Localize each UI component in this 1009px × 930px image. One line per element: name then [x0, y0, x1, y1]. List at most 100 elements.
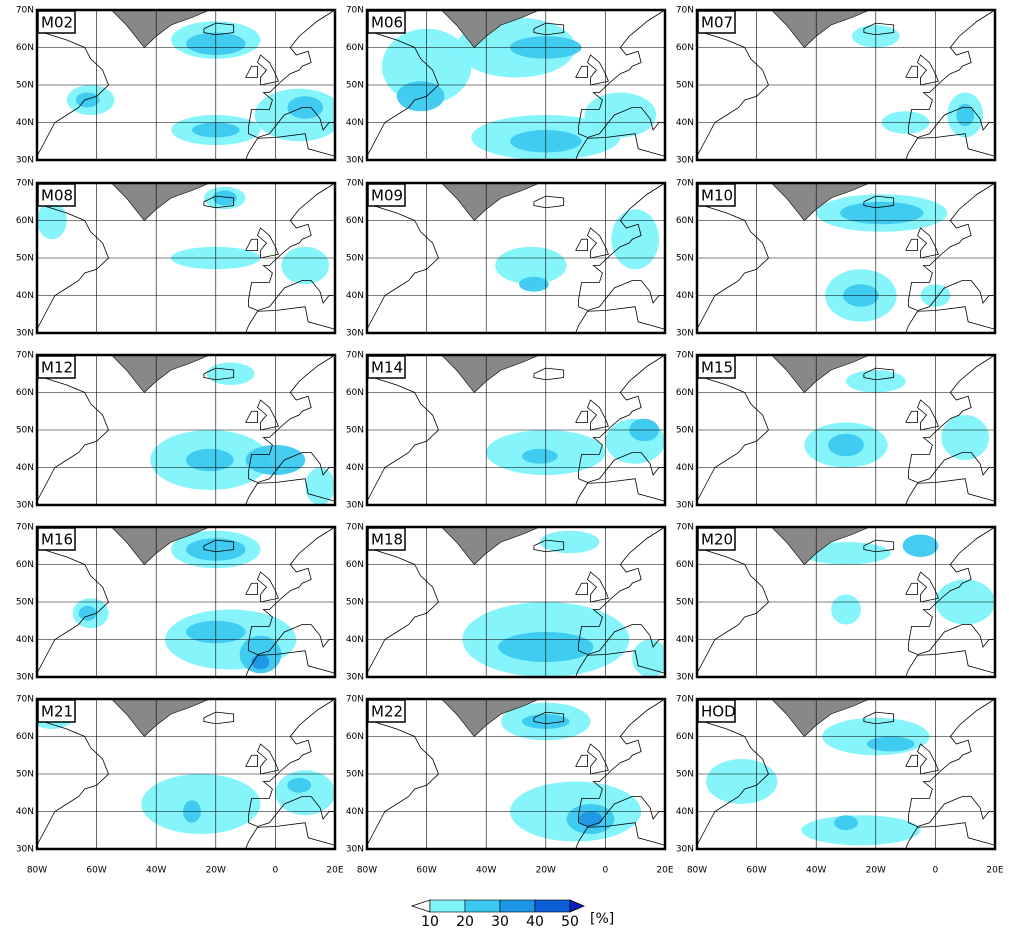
shading [141, 774, 261, 834]
lat-tick-label: 40N [16, 118, 34, 128]
map-panel [37, 10, 335, 160]
shading [206, 362, 255, 385]
lat-tick-label: 70N [346, 695, 364, 705]
greenland [441, 183, 540, 221]
colorbar-segment [429, 899, 466, 913]
lat-tick-label: 30N [16, 845, 34, 855]
lat-tick-label: 30N [676, 329, 694, 339]
panel-frame [695, 8, 997, 162]
colorbar-label: 10 [421, 914, 439, 930]
panel-label: M06 [371, 14, 403, 32]
panel-frame [35, 8, 337, 162]
lat-tick-label: 60N [346, 388, 364, 398]
lat-tick-label: 50N [16, 426, 34, 436]
coastline [908, 699, 995, 827]
lat-tick-label: 50N [676, 254, 694, 264]
lat-tick-label: 70N [676, 695, 694, 705]
panel-frame [35, 525, 337, 679]
coastline [905, 306, 995, 333]
lon-tick-label: 60W [416, 866, 436, 876]
coastline [245, 822, 335, 849]
panel-frame [365, 353, 667, 507]
panel-label: M15 [701, 359, 733, 377]
coastline [248, 699, 335, 827]
panel-frame [365, 181, 667, 335]
lat-tick-label: 40N [346, 807, 364, 817]
lat-tick-label: 40N [676, 291, 694, 301]
panel-label: M12 [41, 359, 73, 377]
panel-frame [695, 181, 997, 335]
panel-label: M09 [371, 187, 403, 205]
panel-label: M21 [41, 703, 73, 721]
panel-label: M18 [371, 531, 403, 549]
lon-tick-label: 0 [933, 866, 939, 876]
coastline [248, 527, 335, 655]
map-panel [697, 355, 995, 505]
coastline [257, 571, 279, 603]
shading [518, 276, 549, 292]
lat-tick-label: 40N [346, 291, 364, 301]
map-panel [37, 183, 335, 333]
shading [941, 415, 990, 460]
shading [801, 815, 921, 846]
coastline [575, 410, 588, 423]
shading [287, 777, 312, 793]
lat-tick-label: 40N [16, 807, 34, 817]
coastline [587, 227, 609, 259]
shading [840, 201, 924, 225]
shading [831, 594, 861, 625]
coastline [245, 410, 258, 423]
lat-tick-label: 40N [16, 635, 34, 645]
lat-tick-label: 30N [676, 673, 694, 683]
coastline [917, 399, 939, 431]
panel-label-box [367, 355, 406, 379]
lat-tick-label: 50N [16, 770, 34, 780]
lon-tick-label: 20W [536, 866, 556, 876]
lon-tick-label: 20E [326, 866, 343, 876]
panel-label-box [697, 699, 736, 723]
coastline [917, 227, 939, 259]
lat-tick-label: 60N [676, 43, 694, 53]
lat-tick-label: 60N [676, 216, 694, 226]
lat-tick-label: 50N [676, 598, 694, 608]
lat-tick-label: 70N [16, 523, 34, 533]
panel-label: M14 [371, 359, 403, 377]
lat-tick-label: 30N [346, 673, 364, 683]
panel-label: HOD [701, 703, 736, 721]
map-panel [697, 699, 995, 849]
lat-tick-label: 50N [676, 81, 694, 91]
panel-frame [365, 525, 667, 679]
panel-label: M22 [371, 703, 403, 721]
panel-label-box [697, 183, 736, 207]
panel-label-box [37, 527, 76, 551]
coastline [257, 227, 279, 259]
coastline [248, 10, 335, 138]
panel-label: M02 [41, 14, 73, 32]
coastline [257, 399, 279, 431]
coastline [905, 478, 995, 505]
lat-tick-label: 70N [346, 6, 364, 16]
lat-tick-label: 50N [16, 598, 34, 608]
lat-tick-label: 40N [676, 635, 694, 645]
map-panel [697, 183, 995, 333]
lon-tick-label: 20E [986, 866, 1003, 876]
shading [281, 246, 330, 285]
lat-tick-label: 60N [346, 560, 364, 570]
coastline [245, 582, 258, 595]
greenland [111, 699, 210, 737]
lat-tick-label: 30N [346, 329, 364, 339]
lat-tick-label: 40N [16, 291, 34, 301]
shading [632, 639, 665, 677]
lon-tick-label: 60W [86, 866, 106, 876]
map-panel [367, 183, 665, 333]
lat-tick-label: 60N [16, 732, 34, 742]
coastline [908, 527, 995, 655]
panel-label-box [37, 183, 76, 207]
lat-tick-label: 30N [346, 845, 364, 855]
lat-tick-label: 30N [346, 156, 364, 166]
lat-tick-label: 40N [346, 463, 364, 473]
shading [578, 811, 603, 827]
shading [521, 448, 558, 464]
lat-tick-label: 30N [346, 501, 364, 511]
